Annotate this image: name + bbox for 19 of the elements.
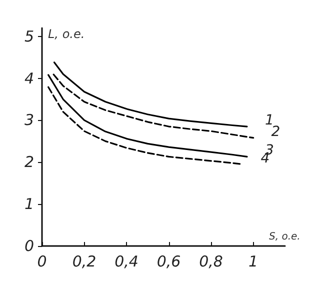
y-tick-label: 5 [24, 27, 34, 46]
y-axis-title: L, o.e. [48, 27, 85, 41]
y-tick-label: 3 [24, 111, 34, 130]
x-tick-label: 0,4 [114, 252, 138, 270]
line-series [53, 62, 248, 128]
series-label: 1 [264, 112, 274, 129]
x-tick-label: 0,6 [156, 252, 181, 270]
x-tick-label: 0,8 [199, 252, 223, 270]
y-tick-label: 0 [24, 237, 34, 255]
y-tick-label: 2 [24, 153, 34, 172]
y-tick-label: 1 [24, 195, 34, 214]
x-tick-label: 0,2 [72, 252, 96, 270]
series-label: 2 [271, 124, 280, 140]
x-axis-title: S, o.e. [269, 232, 300, 242]
line-series [52, 74, 254, 139]
x-tick-label: 0 [37, 252, 47, 270]
line-series [48, 74, 248, 158]
x-tick-label: 1 [248, 252, 258, 270]
y-tick-label: 4 [24, 69, 34, 88]
